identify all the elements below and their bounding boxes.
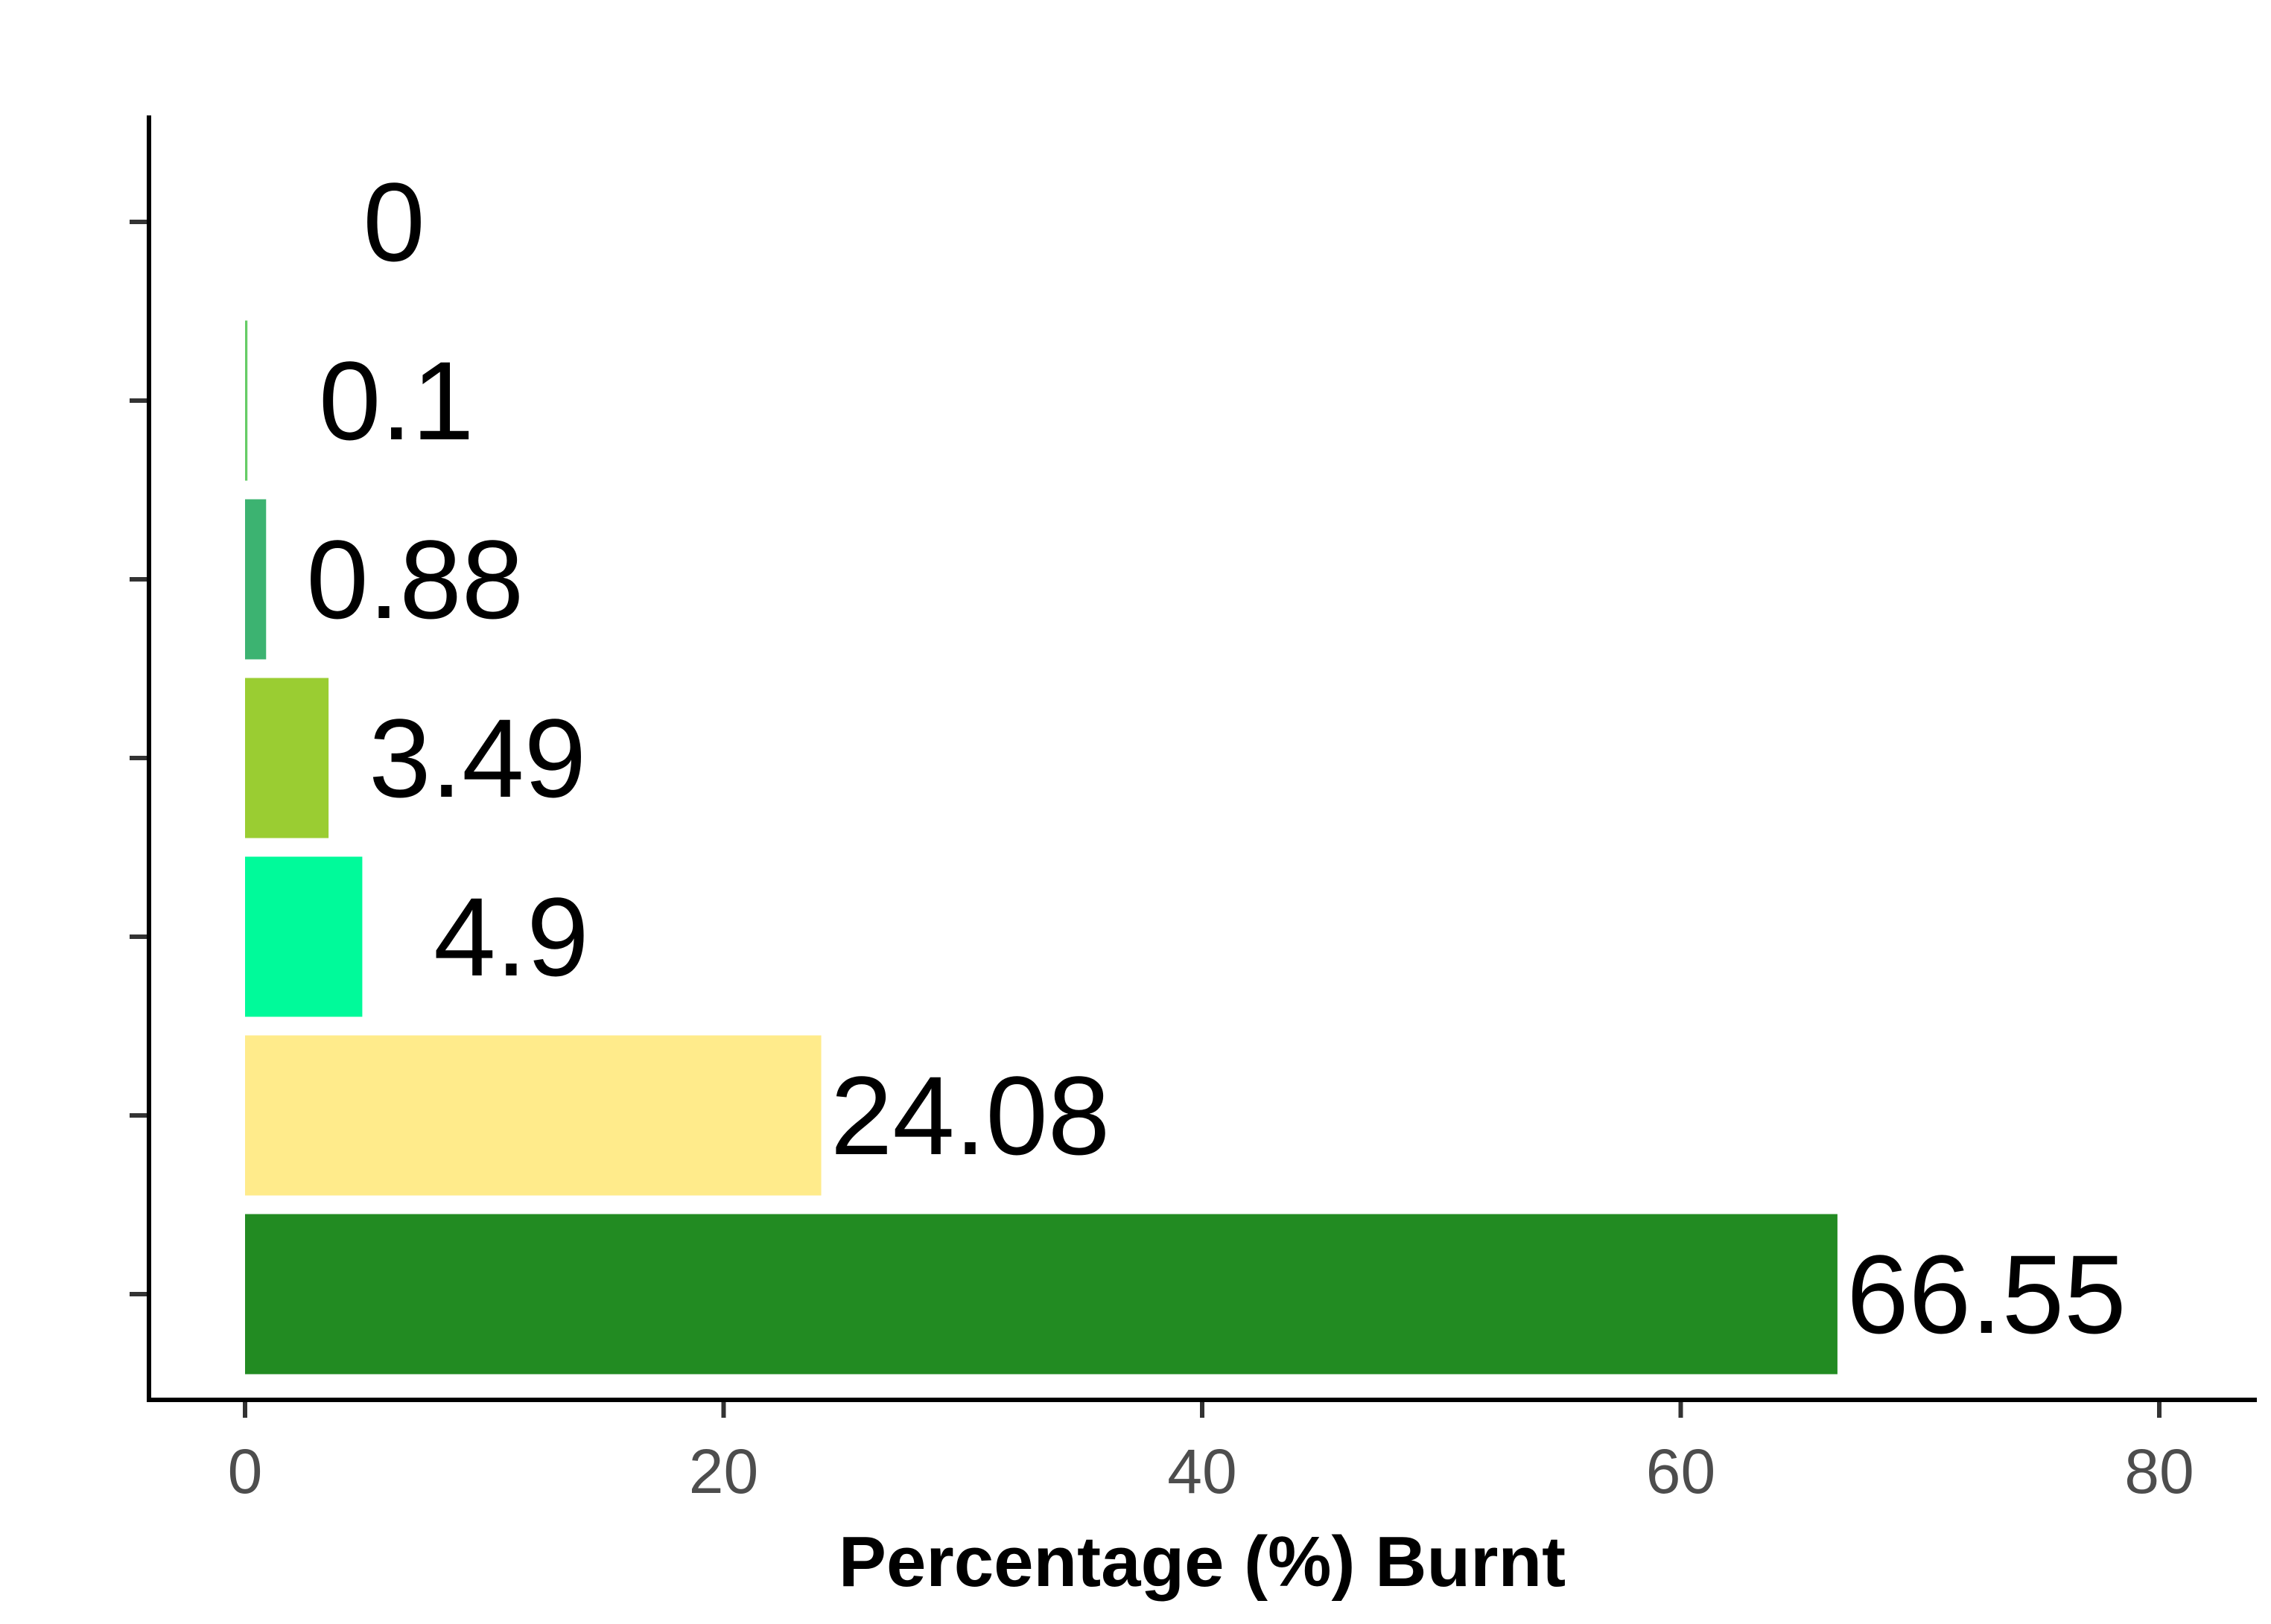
bar-value-label: 24.08: [830, 1053, 1110, 1178]
x-axis-tick-label: 0: [228, 1436, 263, 1506]
x-axis-tick-label: 20: [689, 1436, 758, 1506]
bar: [245, 1214, 1838, 1375]
x-axis-ticks: 0 20 40 60 80: [228, 1400, 2194, 1506]
x-axis-title: Percentage (%) Burnt: [839, 1522, 1566, 1602]
bar-value-label: 3.49: [369, 695, 586, 821]
bar-value-label: 0.88: [306, 517, 524, 642]
bar: [245, 678, 329, 838]
bar-value-label: 0.1: [319, 338, 474, 463]
x-axis-tick-label: 40: [1167, 1436, 1236, 1506]
bar-value-label: 66.55: [1846, 1232, 2126, 1357]
bar: [245, 320, 248, 481]
bar-value-label: 4.9: [433, 874, 589, 999]
bar: [245, 1035, 822, 1196]
x-axis-tick-label: 60: [1646, 1436, 1715, 1506]
bar: [245, 856, 363, 1017]
x-axis-tick-label: 80: [2124, 1436, 2194, 1506]
bar-value-label: 0: [363, 159, 425, 284]
bar: [245, 499, 267, 660]
bars-group: [245, 320, 1838, 1375]
value-labels-group: 66.55 24.08 4.9 3.49 0.88 0.1 0: [306, 159, 2126, 1357]
y-axis-ticks: [130, 220, 149, 1296]
